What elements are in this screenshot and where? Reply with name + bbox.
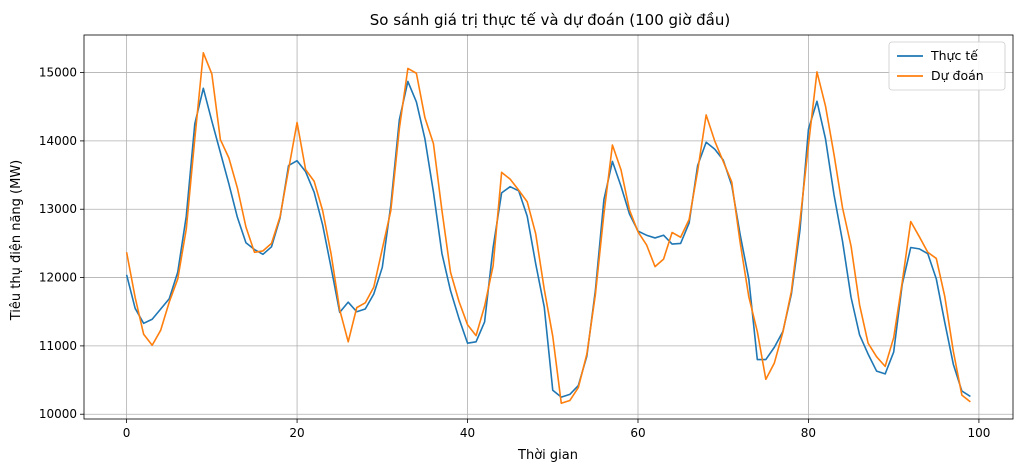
legend-box (888, 41, 1006, 91)
y-axis: 10000 11000 12000 13000 14000 15000 (39, 66, 84, 421)
x-tick-label: 100 (967, 426, 990, 440)
legend: Thực tế Dự đoán (888, 41, 1006, 91)
y-tick-label: 11000 (39, 339, 77, 353)
series-line-2 (125, 51, 971, 405)
y-axis-label: Tiêu thụ điện năng (MW) (9, 160, 24, 322)
x-tick-label: 60 (630, 426, 645, 440)
legend-label: Dự đoán (931, 68, 984, 83)
x-axis: 0 20 40 60 80 100 (123, 419, 990, 440)
plot-area (84, 35, 1013, 419)
x-axis-label: Thời gian (517, 448, 578, 463)
chart-title: So sánh giá trị thực tế và dự đoán (100 … (370, 11, 730, 29)
x-tick-label: 80 (801, 426, 816, 440)
y-tick-label: 14000 (39, 134, 77, 148)
y-tick-label: 12000 (39, 271, 77, 285)
x-tick-label: 20 (289, 426, 304, 440)
legend-label: Thực tế (930, 48, 978, 63)
grid (84, 35, 1013, 419)
y-tick-label: 13000 (39, 202, 77, 216)
y-tick-label: 15000 (39, 66, 77, 80)
series-lines (125, 51, 971, 405)
y-tick-label: 10000 (39, 407, 77, 421)
x-tick-label: 0 (123, 426, 131, 440)
series-line-1 (125, 80, 971, 398)
plot-frame (83, 34, 1014, 420)
x-tick-label: 40 (460, 426, 475, 440)
